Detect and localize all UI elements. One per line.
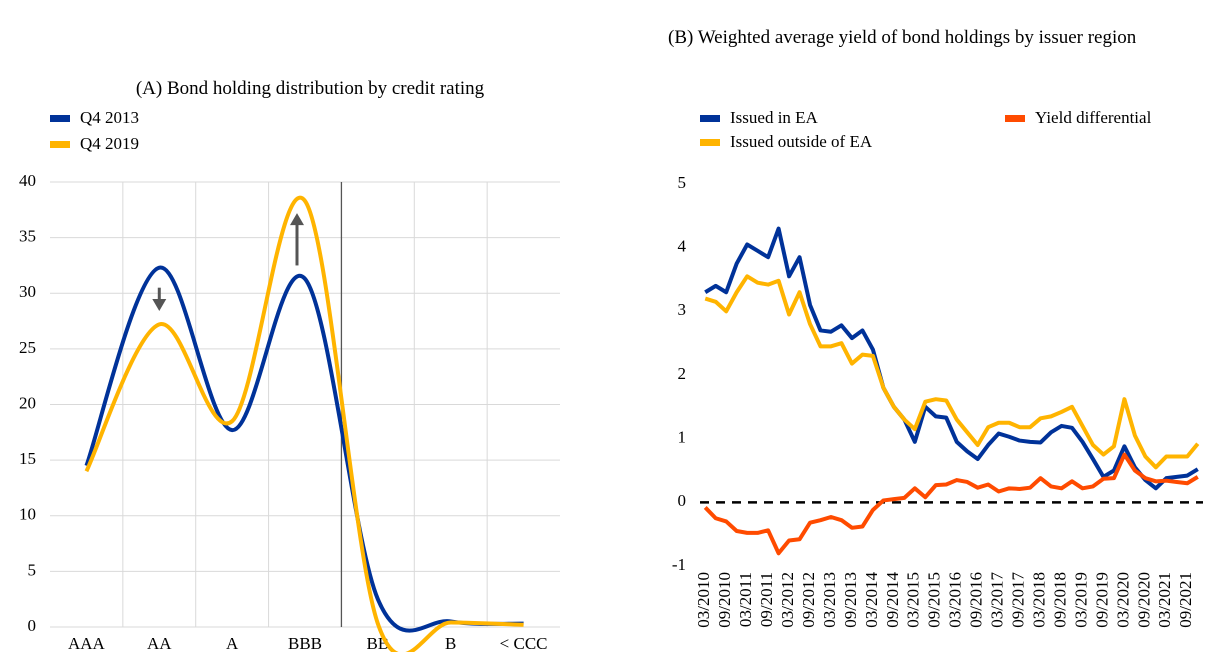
x-tick-label: 03/2021 [1155,572,1174,628]
series-line [84,265,524,633]
x-tick-label: 09/2020 [1134,572,1153,628]
y-tick-label: 1 [678,428,687,447]
y-tick-label: 2 [678,364,687,383]
series-line [704,274,1200,470]
x-tick-label: 09/2010 [715,572,734,628]
x-tick-label: BBB [288,634,322,652]
x-tick-label: AA [147,634,172,652]
legend-label: Issued outside of EA [730,132,873,151]
x-tick-label: 09/2018 [1050,572,1069,628]
x-tick-label: 09/2021 [1176,572,1195,628]
y-tick-label: 5 [28,560,37,579]
y-tick-label: 0 [678,491,687,510]
legend-swatch [50,141,70,148]
legend-label: Q4 2013 [80,108,139,127]
legend-swatch [50,115,70,122]
series-line [84,195,524,652]
x-tick-label: 09/2013 [841,572,860,628]
x-tick-label: 09/2015 [925,572,944,628]
y-tick-label: 40 [19,171,36,190]
series-line [704,226,1199,491]
x-tick-label: AAA [68,634,106,652]
arrow-head [290,213,304,226]
x-tick-label: 09/2017 [1009,572,1028,628]
x-tick-label: 03/2017 [988,572,1007,628]
x-tick-label: 03/2010 [694,572,713,628]
y-tick-label: 0 [28,616,37,635]
x-tick-label: 03/2013 [820,572,839,628]
legend-label: Yield differential [1035,108,1152,127]
y-tick-label: 3 [678,300,687,319]
x-tick-label: 03/2016 [946,572,965,628]
y-tick-label: 15 [19,449,36,468]
x-tick-label: 09/2019 [1092,572,1111,628]
legend-label: Q4 2019 [80,134,139,153]
x-tick-label: 09/2014 [883,572,902,628]
y-tick-label: 30 [19,282,36,301]
x-tick-label: 03/2014 [862,572,881,628]
x-tick-label: 03/2020 [1113,572,1132,628]
legend-swatch [700,115,720,122]
x-tick-label: 03/2018 [1029,572,1048,628]
x-tick-label: < CCC [500,634,548,652]
x-tick-label: 03/2015 [904,572,923,628]
y-tick-label: 10 [19,505,36,524]
series-line [703,452,1199,556]
arrow-head [152,299,167,312]
y-tick-label: 20 [19,393,36,412]
x-tick-label: 03/2012 [778,572,797,628]
y-tick-label: 5 [678,173,687,192]
x-tick-label: 09/2011 [757,572,776,627]
chart-title: (B) Weighted average yield of bond holdi… [668,27,1137,48]
x-tick-label: 09/2016 [967,572,986,628]
y-tick-label: 35 [19,227,36,246]
x-tick-label: 09/2012 [799,572,818,628]
y-tick-label: -1 [672,555,686,574]
chart-title: (A) Bond holding distribution by credit … [135,78,485,99]
y-tick-label: 25 [19,338,36,357]
x-tick-label: 03/2019 [1071,572,1090,628]
x-tick-label: 03/2011 [736,572,755,627]
legend-swatch [700,139,720,146]
legend-swatch [1005,115,1025,122]
y-tick-label: 4 [678,237,687,256]
legend-label: Issued in EA [730,108,819,127]
x-tick-label: B [445,634,456,652]
x-tick-label: A [226,634,239,652]
